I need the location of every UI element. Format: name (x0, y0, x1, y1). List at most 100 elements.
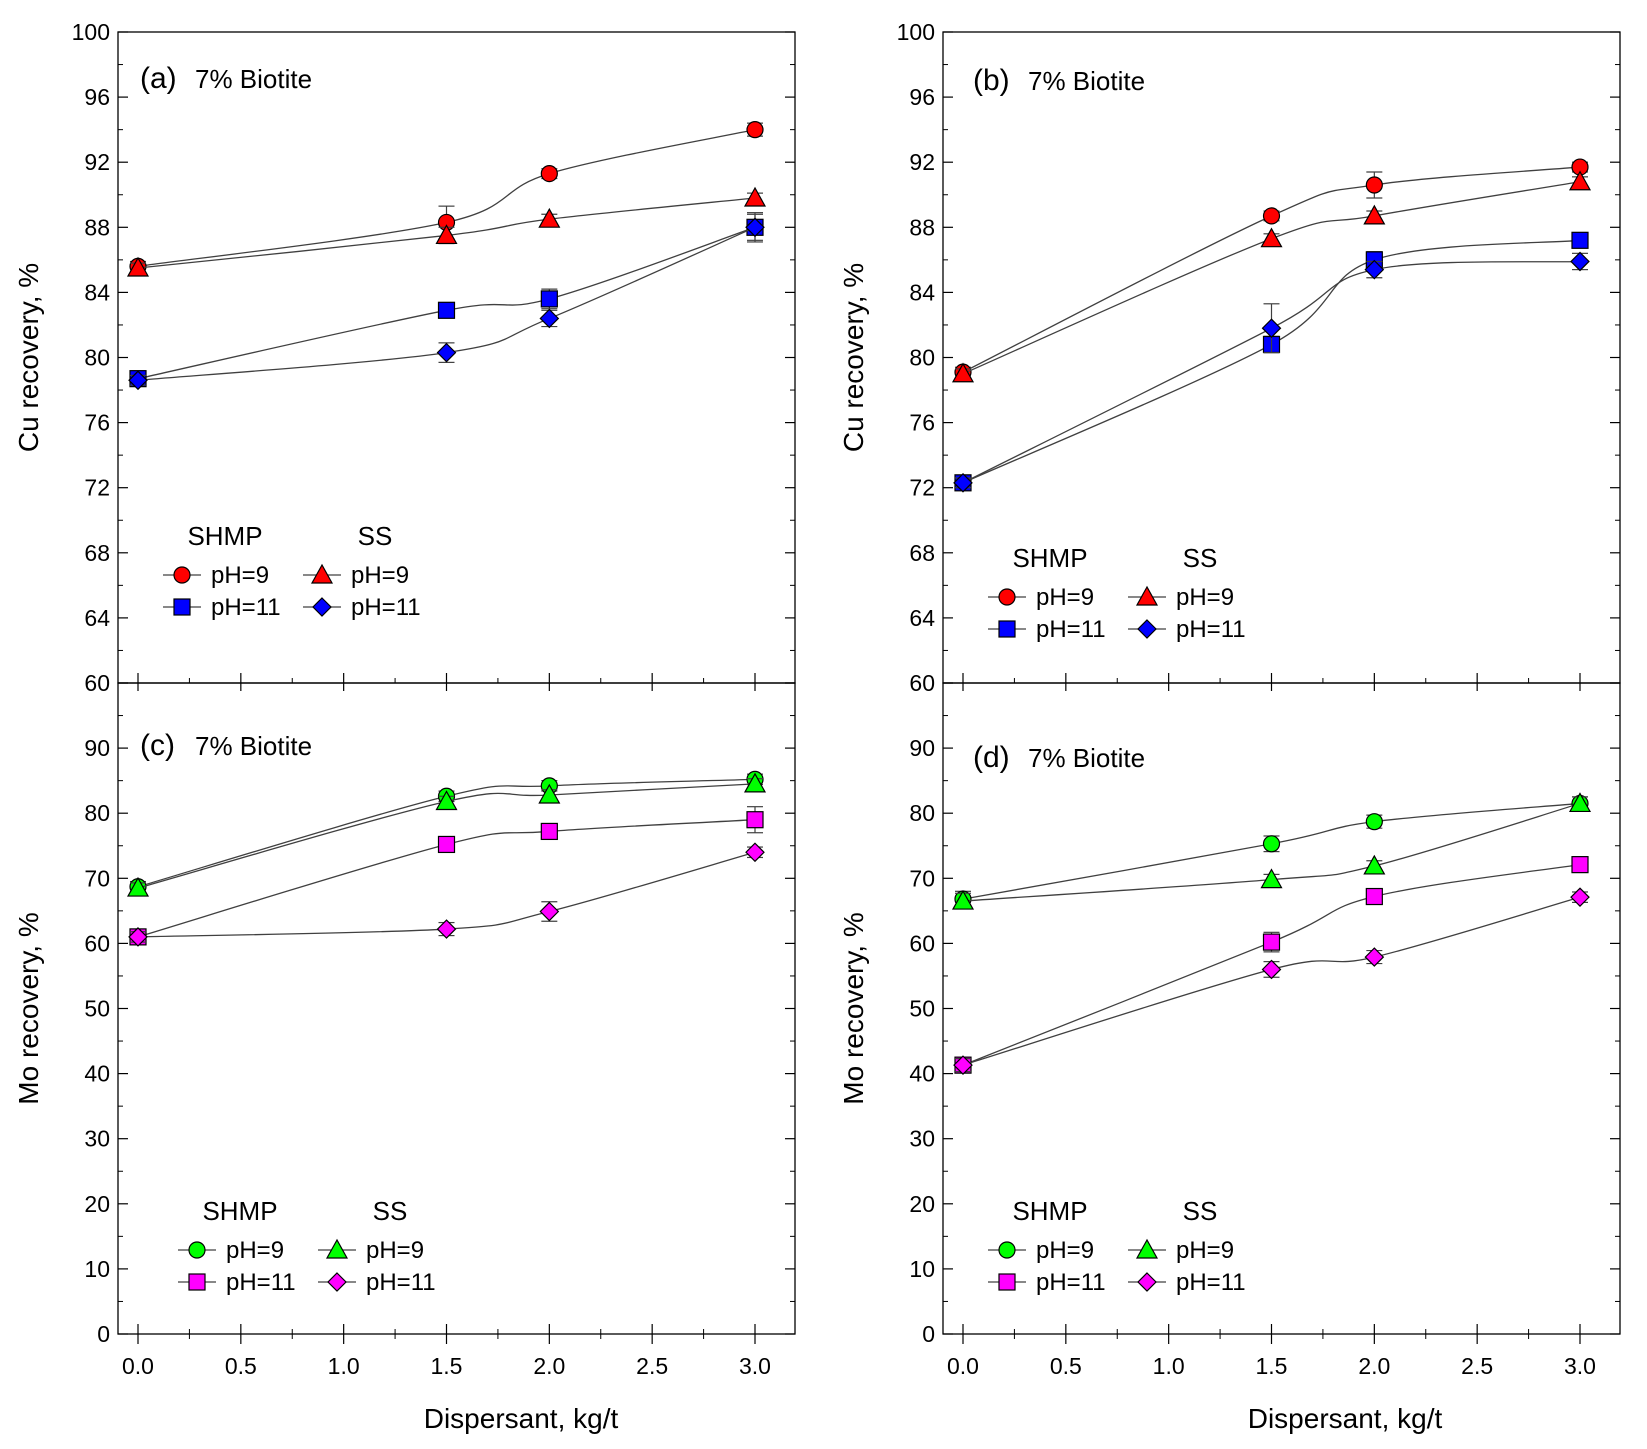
panel-d: 0 10 20 30 40 50 60 70 80 90 0.0 0.5 1.0 1.5 2.0 2.5 3.0… (838, 682, 1621, 1379)
legend-marker (327, 1272, 347, 1292)
panel-title: 7% Biotite (195, 64, 312, 94)
legend: SHMP SS pH=9 pH=11 pH=9 pH=11 (178, 1196, 436, 1296)
panel-title: 7% Biotite (1028, 743, 1145, 773)
data-point (1261, 959, 1282, 980)
legend-label: pH=9 (1036, 584, 1094, 611)
legend-marker (188, 1273, 206, 1291)
y-tick-label: 64 (909, 605, 935, 631)
series-line (962, 239, 1581, 484)
series-ss-pH9 (126, 186, 767, 277)
data-point (1363, 204, 1386, 225)
series-ss-pH11 (128, 842, 765, 947)
legend-label: pH=9 (1176, 584, 1234, 611)
y-tick-label: 50 (84, 996, 110, 1022)
x-tick-label: 3.0 (1564, 1353, 1596, 1379)
series-line (137, 129, 756, 268)
series-ss-pH9 (126, 772, 767, 897)
y-tick-label: 0 (922, 1321, 935, 1347)
data-point (1365, 887, 1383, 906)
data-point (435, 224, 458, 245)
x-tick-label: 1.5 (1256, 1353, 1288, 1379)
data-point (953, 1055, 973, 1075)
series-ss-pH9 (951, 170, 1592, 383)
data-point (126, 256, 150, 277)
data-point (1365, 813, 1383, 831)
series-line (962, 896, 1581, 1066)
y-tick-label: 64 (84, 605, 110, 631)
data-point (436, 919, 457, 939)
series-ss-pH11 (953, 887, 1590, 1075)
y-tick-label: 10 (909, 1256, 935, 1282)
panel-tag: (c) (140, 729, 175, 762)
y-axis-label: Cu recovery, % (838, 263, 869, 452)
legend-group-heading: SS (1183, 1196, 1218, 1226)
legend-label: pH=11 (1036, 616, 1106, 643)
y-tick-label: 40 (909, 1061, 935, 1087)
panel-title: 7% Biotite (195, 731, 312, 761)
y-tick-label: 80 (84, 800, 110, 826)
x-tick-label: 2.5 (636, 1353, 668, 1379)
x-axis-label-right: Dispersant, kg/t (1248, 1403, 1443, 1434)
x-tick-label: 0.0 (947, 1353, 979, 1379)
data-point (126, 876, 150, 897)
series-ss-pH11 (128, 212, 765, 391)
data-point (1260, 227, 1283, 248)
x-tick-label: 2.5 (1461, 1353, 1493, 1379)
series-line (962, 166, 1581, 373)
series-ss-pH9 (951, 792, 1592, 910)
legend-label: pH=9 (226, 1237, 284, 1264)
x-tick-label: 1.0 (328, 1353, 360, 1379)
y-tick-label: 40 (84, 1061, 110, 1087)
legend-label: pH=9 (211, 562, 269, 589)
y-tick-label: 90 (909, 735, 935, 761)
legend: SHMP SS pH=9 pH=11 pH=9 pH=11 (988, 543, 1246, 643)
legend-label: pH=11 (366, 1269, 436, 1296)
data-point (1262, 207, 1281, 225)
data-point (1260, 868, 1283, 889)
legend-group-heading: SS (1183, 543, 1218, 573)
data-point (1261, 318, 1282, 339)
y-tick-label: 76 (84, 410, 110, 436)
data-point (743, 772, 767, 793)
legend-label: pH=11 (1036, 1269, 1106, 1296)
data-point (1364, 947, 1385, 967)
legend-label: pH=11 (1176, 616, 1246, 643)
legend-marker (998, 588, 1016, 606)
data-point (1363, 854, 1386, 875)
data-point (1262, 933, 1281, 951)
data-point (1568, 792, 1592, 813)
y-tick-label: 68 (909, 540, 935, 566)
legend-label: pH=11 (1176, 1269, 1246, 1296)
y-axis-label: Mo recovery, % (838, 912, 869, 1104)
data-point (1364, 259, 1385, 280)
legend-label: pH=9 (1176, 1237, 1234, 1264)
series-line (962, 863, 1581, 1066)
data-point (128, 370, 148, 391)
y-tick-label: 84 (84, 279, 110, 305)
y-tick-label: 92 (84, 149, 110, 175)
panel-b: 60 64 68 72 76 80 84 88 92 96 100 Cu recovery, % (b)… (838, 19, 1621, 696)
panel-tag: (d) (973, 741, 1010, 774)
legend-marker (1135, 1238, 1159, 1259)
legend-label: pH=9 (366, 1237, 424, 1264)
y-tick-label: 80 (909, 345, 935, 371)
y-tick-label: 80 (909, 800, 935, 826)
data-point (1570, 887, 1590, 908)
data-point (1262, 835, 1281, 853)
series-line (137, 819, 756, 938)
panel-tag: (a) (140, 62, 177, 95)
y-tick-label: 88 (84, 214, 110, 240)
legend: SHMP SS pH=9 pH=11 pH=9 pH=11 (988, 1196, 1246, 1296)
y-tick-label: 10 (84, 1256, 110, 1282)
y-tick-label: 80 (84, 345, 110, 371)
y-tick-label: 96 (909, 84, 935, 110)
y-tick-label: 60 (909, 670, 935, 696)
y-tick-label: 68 (84, 540, 110, 566)
legend-marker (173, 598, 191, 616)
y-tick-label: 20 (909, 1191, 935, 1217)
y-tick-label: 30 (909, 1126, 935, 1152)
data-point (746, 811, 764, 829)
y-tick-label: 90 (84, 735, 110, 761)
series-shmp-pH11 (954, 231, 1589, 492)
